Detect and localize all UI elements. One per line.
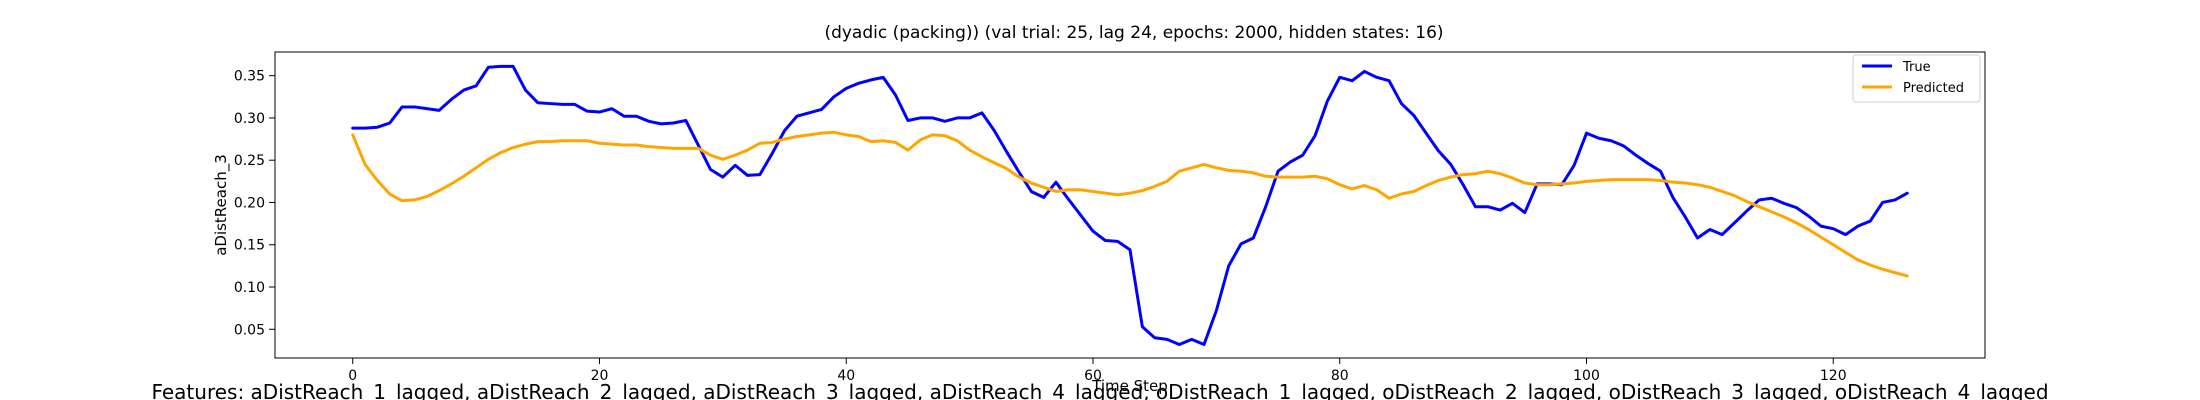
series-group <box>351 64 1909 346</box>
legend: True Predicted <box>1852 54 1981 103</box>
y-tick-label: 0.35 <box>234 69 265 85</box>
plot-frame <box>274 51 1986 359</box>
y-tick-label: 0.05 <box>234 322 265 338</box>
features-caption: Features: aDistReach_1_lagged, aDistReac… <box>151 380 2048 400</box>
x-tick-label: 120 <box>1820 368 1847 384</box>
chart-title: (dyadic (packing)) (val trial: 25, lag 2… <box>824 23 1443 43</box>
x-axis-label: Time Step <box>1091 377 1168 395</box>
x-tick-label: 20 <box>591 368 609 384</box>
x-axis: 0 20 40 60 80 100 120 <box>348 358 1847 384</box>
y-tick-label: 0.30 <box>234 111 265 127</box>
x-tick-label: 40 <box>837 368 855 384</box>
y-axis: 0.05 0.10 0.15 0.20 0.25 0.30 0.35 <box>234 69 275 338</box>
y-tick-label: 0.15 <box>234 238 265 254</box>
x-tick-label: 0 <box>348 368 357 384</box>
series-line-true <box>351 64 1909 346</box>
legend-label-true: True <box>1902 60 1931 75</box>
y-tick-label: 0.25 <box>234 153 265 169</box>
x-tick-label: 100 <box>1573 368 1600 384</box>
x-tick-label: 60 <box>1084 368 1102 384</box>
legend-label-predicted: Predicted <box>1903 81 1964 96</box>
y-axis-label: aDistReach_3 <box>212 154 231 256</box>
series-line-predicted <box>351 130 1909 278</box>
x-tick-label: 80 <box>1331 368 1349 384</box>
y-tick-label: 0.10 <box>234 280 265 296</box>
y-tick-label: 0.20 <box>234 195 265 211</box>
